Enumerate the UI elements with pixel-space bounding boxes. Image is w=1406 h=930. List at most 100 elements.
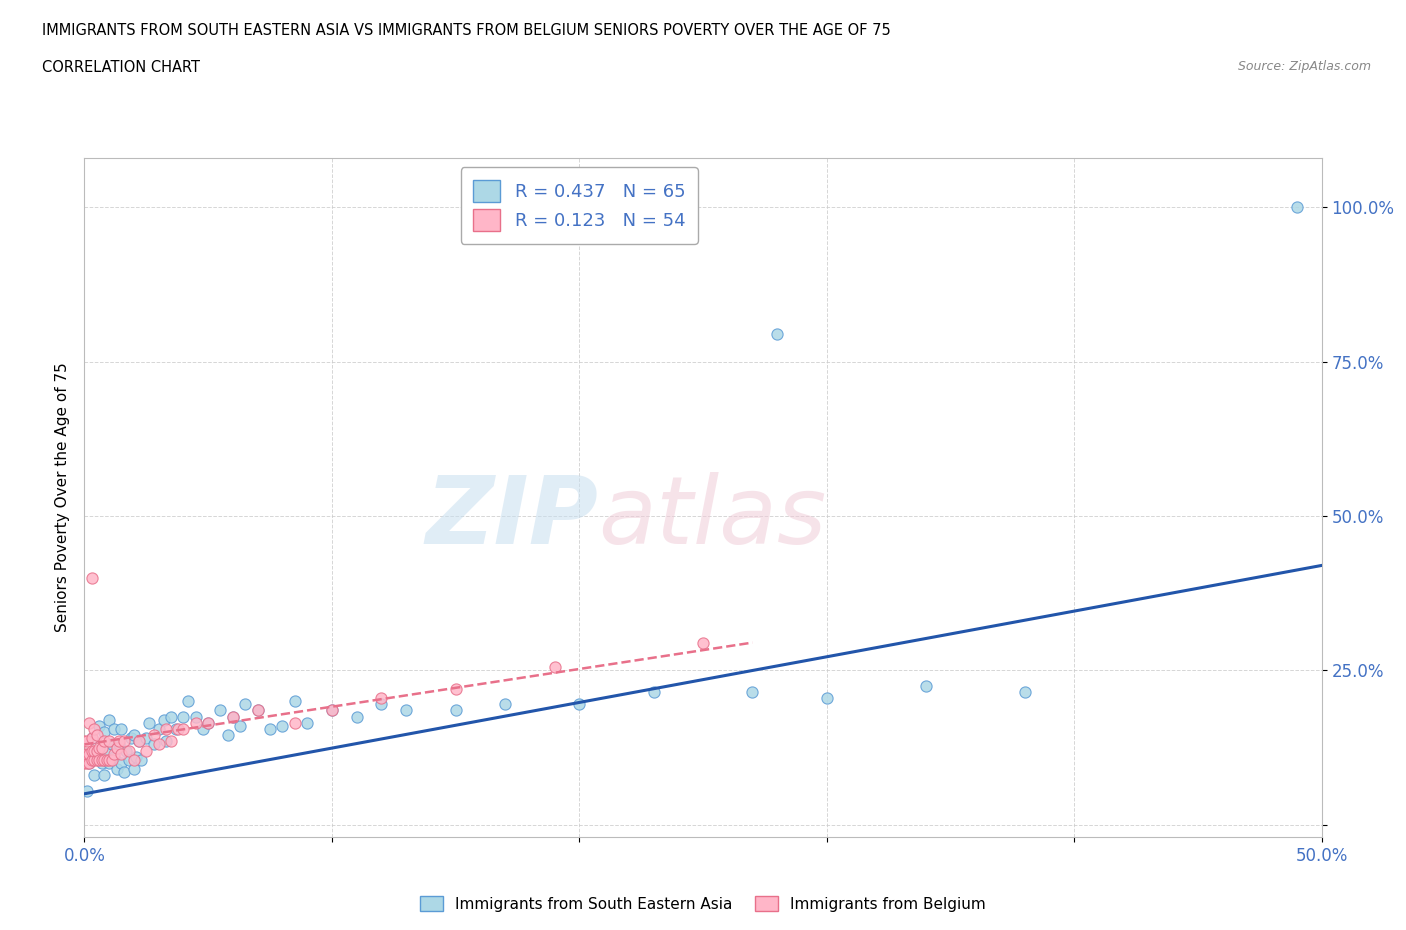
Point [766, 326, 789, 341]
Point [80, 743, 103, 758]
Point [643, 684, 665, 699]
Point [86, 727, 108, 742]
Point [90, 755, 112, 770]
Point [229, 719, 252, 734]
Point [86, 743, 108, 758]
Point [295, 715, 318, 730]
Point [83, 743, 105, 758]
Point [160, 734, 183, 749]
Point [90, 740, 112, 755]
Point [98, 712, 121, 727]
Point [118, 743, 141, 758]
Point [129, 752, 152, 767]
Point [115, 743, 138, 758]
Point [110, 746, 132, 761]
Point [167, 722, 190, 737]
Point [165, 722, 187, 737]
Point [128, 734, 150, 749]
Point [321, 703, 343, 718]
Text: IMMIGRANTS FROM SOUTH EASTERN ASIA VS IMMIGRANTS FROM BELGIUM SENIORS POVERTY OV: IMMIGRANTS FROM SOUTH EASTERN ASIA VS IM… [42, 23, 891, 38]
Point [83, 768, 105, 783]
Point [79, 715, 101, 730]
Point [1285, 200, 1308, 215]
Point [138, 715, 160, 730]
Point [86, 743, 108, 758]
Point [184, 715, 207, 730]
Point [222, 710, 245, 724]
Point [103, 746, 125, 761]
Point [259, 722, 281, 737]
Point [76, 746, 98, 761]
Point [741, 684, 763, 699]
Point [284, 715, 307, 730]
Point [122, 752, 145, 767]
Point [79, 755, 101, 770]
Point [83, 752, 105, 767]
Point [110, 755, 132, 770]
Point [1014, 684, 1036, 699]
Point [135, 731, 157, 746]
Point [125, 750, 148, 764]
Point [321, 703, 343, 718]
Text: Source: ZipAtlas.com: Source: ZipAtlas.com [1237, 60, 1371, 73]
Point [692, 635, 714, 650]
Point [96, 743, 118, 758]
Point [222, 710, 245, 724]
Point [346, 710, 368, 724]
Point [172, 710, 194, 724]
Point [118, 752, 141, 767]
Point [148, 722, 170, 737]
Point [370, 691, 392, 706]
Point [246, 703, 269, 718]
Point [112, 764, 135, 779]
Point [395, 703, 418, 718]
Point [142, 737, 165, 751]
Point [76, 755, 98, 770]
Point [79, 755, 101, 770]
Point [89, 719, 111, 734]
Legend: Immigrants from South Eastern Asia, Immigrants from Belgium: Immigrants from South Eastern Asia, Immi… [413, 889, 993, 918]
Point [110, 722, 132, 737]
Point [108, 737, 131, 751]
Point [76, 734, 98, 749]
Point [98, 734, 121, 749]
Point [370, 697, 392, 711]
Point [103, 722, 125, 737]
Point [100, 737, 122, 751]
Point [122, 762, 145, 777]
Point [122, 727, 145, 742]
Point [112, 734, 135, 749]
Point [155, 722, 177, 737]
Point [444, 703, 467, 718]
Point [73, 755, 96, 770]
Point [155, 734, 177, 749]
Point [93, 734, 115, 749]
Point [543, 660, 565, 675]
Point [76, 783, 98, 798]
Point [246, 703, 269, 718]
Point [93, 724, 115, 739]
Point [105, 740, 128, 755]
Point [80, 752, 103, 767]
Point [79, 746, 101, 761]
Point [142, 727, 165, 742]
Point [217, 727, 239, 742]
Point [89, 752, 111, 767]
Point [815, 691, 838, 706]
Point [80, 731, 103, 746]
Point [108, 734, 131, 749]
Point [284, 694, 307, 709]
Point [89, 740, 111, 755]
Text: ZIP: ZIP [425, 472, 598, 564]
Point [197, 715, 219, 730]
Point [98, 755, 121, 770]
Point [73, 734, 96, 749]
Point [105, 762, 128, 777]
Point [177, 694, 200, 709]
Point [93, 752, 115, 767]
Point [209, 703, 232, 718]
Point [98, 752, 121, 767]
Y-axis label: Seniors Poverty Over the Age of 75: Seniors Poverty Over the Age of 75 [55, 363, 70, 632]
Point [135, 743, 157, 758]
Point [191, 722, 214, 737]
